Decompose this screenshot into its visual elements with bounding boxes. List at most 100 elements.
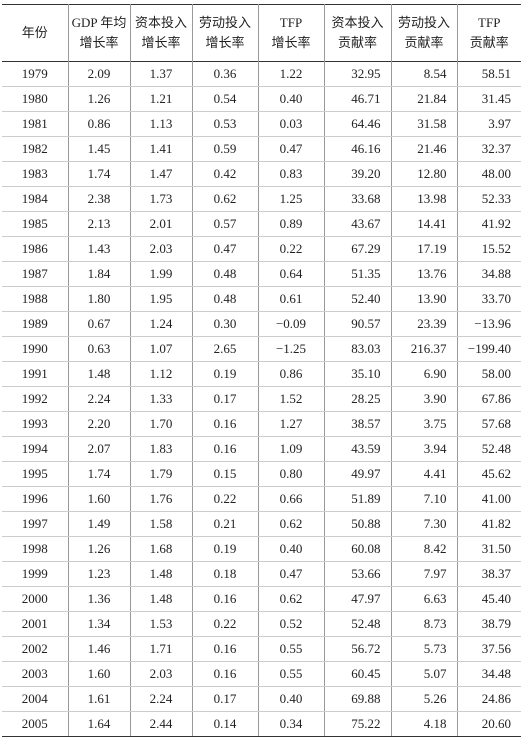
value-cell: 1.53 xyxy=(129,611,193,637)
column-header: 劳动投入 增长率 xyxy=(191,4,259,62)
year-cell: 2000 xyxy=(2,586,69,612)
value-cell: 1.22 xyxy=(257,61,325,87)
value-cell: 1.47 xyxy=(129,161,193,187)
value-cell: 1.09 xyxy=(257,436,325,462)
value-cell: 38.57 xyxy=(323,411,392,437)
value-cell: 0.40 xyxy=(257,536,325,562)
year-cell: 2005 xyxy=(2,711,69,737)
value-cell: 1.36 xyxy=(67,586,131,612)
table-row: 2003 1.60 2.03 0.16 0.55 60.45 5.07 34.48 xyxy=(2,661,521,687)
value-cell: 31.58 xyxy=(390,111,458,137)
table-row: 1980 1.26 1.21 0.54 0.40 46.71 21.84 31.45 xyxy=(2,86,521,112)
value-cell: 7.10 xyxy=(390,486,458,512)
value-cell: 0.47 xyxy=(257,561,325,587)
value-cell: 1.13 xyxy=(129,111,193,137)
value-cell: 15.52 xyxy=(456,236,521,262)
value-cell: 3.75 xyxy=(390,411,458,437)
value-cell: 1.76 xyxy=(129,486,193,512)
value-cell: 58.51 xyxy=(456,61,521,87)
value-cell: 1.25 xyxy=(257,186,325,212)
value-cell: 60.08 xyxy=(323,536,392,562)
value-cell: 1.34 xyxy=(67,611,131,637)
value-cell: 4.18 xyxy=(390,711,458,737)
table-row: 1991 1.48 1.12 0.19 0.86 35.10 6.90 58.00 xyxy=(2,361,521,387)
value-cell: 39.20 xyxy=(323,161,392,187)
value-cell: 69.88 xyxy=(323,686,392,712)
value-cell: 1.26 xyxy=(67,536,131,562)
table-row: 1981 0.86 1.13 0.53 0.03 64.46 31.58 3.97 xyxy=(2,111,521,137)
value-cell: 0.22 xyxy=(191,486,259,512)
value-cell: 20.60 xyxy=(456,711,521,737)
value-cell: 0.14 xyxy=(191,711,259,737)
table-row: 2000 1.36 1.48 0.16 0.62 47.97 6.63 45.40 xyxy=(2,586,521,612)
value-cell: 2.13 xyxy=(67,211,131,237)
value-cell: 1.37 xyxy=(129,61,193,87)
value-cell: 48.00 xyxy=(456,161,521,187)
value-cell: 1.74 xyxy=(67,161,131,187)
value-cell: 13.98 xyxy=(390,186,458,212)
value-cell: 52.48 xyxy=(456,436,521,462)
value-cell: 0.22 xyxy=(257,236,325,262)
value-cell: 0.19 xyxy=(191,536,259,562)
value-cell: 1.74 xyxy=(67,461,131,487)
column-header: 资本投入 增长率 xyxy=(129,4,193,62)
value-cell: 1.83 xyxy=(129,436,193,462)
value-cell: 90.57 xyxy=(323,311,392,337)
table-row: 1996 1.60 1.76 0.22 0.66 51.89 7.10 41.00 xyxy=(2,486,521,512)
value-cell: 43.59 xyxy=(323,436,392,462)
year-cell: 1988 xyxy=(2,286,69,312)
year-cell: 1990 xyxy=(2,336,69,362)
year-cell: 1983 xyxy=(2,161,69,187)
header-line: 增长率 xyxy=(79,35,119,50)
value-cell: 2.03 xyxy=(129,661,193,687)
value-cell: 2.01 xyxy=(129,211,193,237)
value-cell: 1.84 xyxy=(67,261,131,287)
value-cell: 0.18 xyxy=(191,561,259,587)
column-header: 劳动投入 贡献率 xyxy=(390,4,458,62)
value-cell: 0.62 xyxy=(191,186,259,212)
value-cell: 2.24 xyxy=(67,386,131,412)
value-cell: 34.88 xyxy=(456,261,521,287)
value-cell: 0.63 xyxy=(67,336,131,362)
table-row: 1999 1.23 1.48 0.18 0.47 53.66 7.97 38.37 xyxy=(2,561,521,587)
value-cell: 1.52 xyxy=(257,386,325,412)
year-cell: 1997 xyxy=(2,511,69,537)
year-cell: 2002 xyxy=(2,636,69,662)
table-body: 1979 2.09 1.37 0.36 1.22 32.95 8.54 58.51 1980 1.… xyxy=(2,61,521,737)
value-cell: 0.57 xyxy=(191,211,259,237)
header-line: 增长率 xyxy=(205,35,245,50)
value-cell: 0.16 xyxy=(191,411,259,437)
value-cell: 33.70 xyxy=(456,286,521,312)
value-cell: 50.88 xyxy=(323,511,392,537)
header-line: TFP xyxy=(478,15,501,30)
value-cell: −199.40 xyxy=(456,336,521,362)
value-cell: 83.03 xyxy=(323,336,392,362)
value-cell: 0.55 xyxy=(257,636,325,662)
value-cell: 2.07 xyxy=(67,436,131,462)
table-row: 1988 1.80 1.95 0.48 0.61 52.40 13.90 33.70 xyxy=(2,286,521,312)
value-cell: 1.33 xyxy=(129,386,193,412)
table-row: 1979 2.09 1.37 0.36 1.22 32.95 8.54 58.51 xyxy=(2,61,521,87)
value-cell: 57.68 xyxy=(456,411,521,437)
value-cell: 67.86 xyxy=(456,386,521,412)
header-line: GDP 年均 xyxy=(71,15,127,30)
value-cell: 0.21 xyxy=(191,511,259,537)
year-cell: 2001 xyxy=(2,611,69,637)
value-cell: 1.49 xyxy=(67,511,131,537)
year-cell: 1985 xyxy=(2,211,69,237)
column-header: 资本投入 贡献率 xyxy=(323,4,392,62)
value-cell: 46.71 xyxy=(323,86,392,112)
value-cell: 35.10 xyxy=(323,361,392,387)
year-cell: 1989 xyxy=(2,311,69,337)
value-cell: 64.46 xyxy=(323,111,392,137)
header-line: 增长率 xyxy=(141,35,181,50)
value-cell: 56.72 xyxy=(323,636,392,662)
table-row: 2005 1.64 2.44 0.14 0.34 75.22 4.18 20.60 xyxy=(2,711,521,737)
value-cell: 1.71 xyxy=(129,636,193,662)
year-cell: 1986 xyxy=(2,236,69,262)
value-cell: 0.34 xyxy=(257,711,325,737)
value-cell: 52.48 xyxy=(323,611,392,637)
value-cell: 2.20 xyxy=(67,411,131,437)
year-cell: 1996 xyxy=(2,486,69,512)
table-row: 1995 1.74 1.79 0.15 0.80 49.97 4.41 45.62 xyxy=(2,461,521,487)
